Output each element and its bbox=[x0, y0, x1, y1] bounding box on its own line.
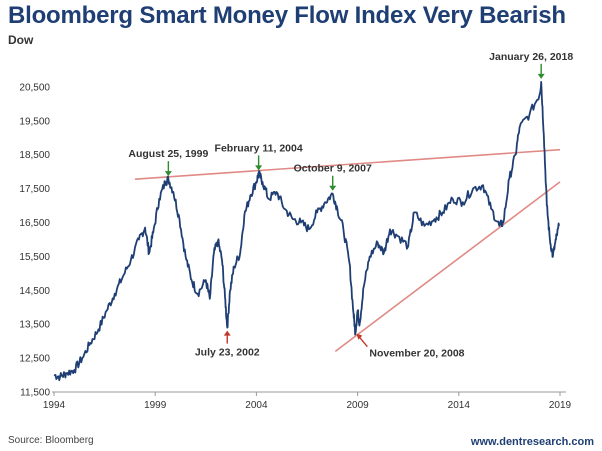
x-axis: 1994 1999 2004 2009 2014 2019 bbox=[43, 392, 572, 411]
peak-arrow-head bbox=[537, 73, 545, 79]
annotation-label: January 26, 2018 bbox=[489, 51, 573, 63]
x-tick-label: 2019 bbox=[549, 400, 572, 411]
y-tick-label: 13,500 bbox=[19, 320, 50, 331]
trend-line bbox=[134, 148, 561, 180]
trendlines bbox=[134, 148, 561, 352]
x-tick-label: 1999 bbox=[144, 400, 167, 411]
annotation-label: February 11, 2004 bbox=[215, 142, 303, 154]
y-tick-label: 12,500 bbox=[19, 354, 50, 365]
y-tick-label: 16,500 bbox=[19, 218, 50, 229]
low-arrow-head bbox=[356, 333, 363, 340]
y-tick-label: 19,500 bbox=[19, 116, 50, 127]
annotations-group: August 25, 1999 February 11, 2004 October … bbox=[128, 51, 573, 360]
low-arrow-head bbox=[223, 330, 231, 336]
y-tick-label: 17,500 bbox=[19, 184, 50, 195]
annotation-label: October 9, 2007 bbox=[294, 163, 372, 175]
dow-series-line bbox=[53, 81, 560, 382]
x-tick-label: 2009 bbox=[346, 400, 369, 411]
chart-subtitle: Dow bbox=[8, 33, 34, 47]
x-tick-label: 1994 bbox=[43, 400, 66, 411]
annotation-label: August 25, 1999 bbox=[128, 148, 208, 160]
peak-arrow-head bbox=[329, 185, 337, 191]
peak-arrow-head bbox=[164, 171, 172, 177]
y-tick-label: 11,500 bbox=[20, 388, 50, 399]
y-tick-label: 14,500 bbox=[19, 286, 50, 297]
chart-title: Bloomberg Smart Money Flow Index Very Be… bbox=[8, 2, 566, 29]
x-tick-label: 2004 bbox=[245, 400, 268, 411]
website-link[interactable]: www.dentresearch.com bbox=[470, 436, 594, 448]
y-tick-label: 15,500 bbox=[19, 252, 50, 263]
x-tick-label: 2014 bbox=[448, 400, 471, 411]
source-note: Source: Bloomberg bbox=[8, 435, 94, 446]
annotation-label: July 23, 2002 bbox=[195, 347, 260, 359]
y-tick-label: 20,500 bbox=[19, 82, 50, 93]
series-group bbox=[53, 81, 560, 382]
trend-line bbox=[334, 181, 561, 352]
annotation-label: November 20, 2008 bbox=[369, 348, 464, 360]
y-tick-label: 18,500 bbox=[19, 150, 50, 161]
peak-arrow-head bbox=[255, 165, 263, 171]
y-axis: 11,500 12,500 13,500 14,500 15,500 16,500 17,5… bbox=[19, 82, 50, 398]
